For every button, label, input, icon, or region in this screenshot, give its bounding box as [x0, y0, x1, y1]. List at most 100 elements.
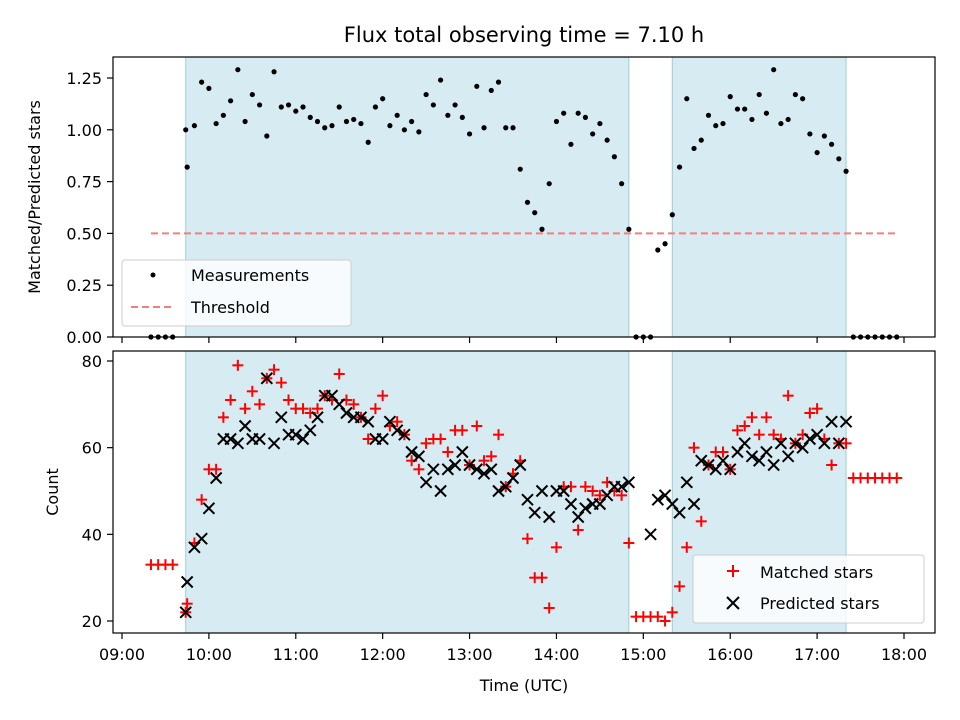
- predicted-star-point: [390, 424, 404, 437]
- measurement-point: [242, 118, 248, 125]
- predicted-star-point: [774, 437, 788, 450]
- bottom-xtick-label: 13:00: [447, 645, 493, 664]
- measurement-point: [539, 226, 545, 232]
- matched-star-point: [768, 429, 780, 441]
- measurement-point: [336, 104, 342, 110]
- measurement-point: [756, 91, 762, 98]
- predicted-star-point: [188, 541, 201, 554]
- predicted-star-point: [477, 467, 491, 480]
- measurement-point: [199, 79, 205, 85]
- measurement-point: [575, 110, 581, 116]
- measurement-point: [662, 241, 668, 247]
- matched-star-point: [225, 394, 237, 406]
- predicted-star-point: [202, 502, 216, 515]
- measurement-point: [423, 91, 429, 98]
- measurement-point: [843, 168, 849, 174]
- top-x-ticks: [121, 337, 905, 343]
- predicted-star-point: [275, 411, 288, 424]
- matched-star-point: [196, 494, 208, 506]
- bottom-xtick-label: 17:00: [794, 645, 840, 664]
- predicted-star-point: [528, 506, 541, 519]
- predicted-star-point: [702, 458, 715, 472]
- measurement-point: [183, 127, 189, 133]
- top-ytick-label: 0.00: [66, 328, 102, 347]
- matched-star-point: [210, 463, 222, 475]
- legend-predicted-marker: [726, 596, 740, 610]
- matched-star-point: [616, 489, 628, 501]
- matched-star-point: [840, 437, 852, 449]
- measurement-point: [213, 120, 219, 127]
- predicted-star-point: [557, 484, 570, 498]
- matched-star-point: [456, 424, 468, 436]
- bottom-xtick-label: 10:00: [186, 645, 232, 664]
- measurement-point: [546, 181, 552, 187]
- predicted-star-point: [383, 415, 397, 428]
- measurement-point: [285, 102, 292, 108]
- measurement-point: [481, 125, 487, 131]
- matched-star-point: [891, 472, 903, 484]
- predicted-star-point: [724, 463, 737, 476]
- predicted-star-point: [687, 497, 701, 511]
- matched-star-point: [493, 429, 505, 441]
- measurement-point: [409, 118, 415, 125]
- measurement-point: [474, 83, 480, 89]
- predicted-star-point: [673, 506, 686, 519]
- measurement-point: [734, 106, 741, 112]
- matched-star-point: [579, 481, 591, 493]
- bottom-ytick-label: 80: [82, 352, 102, 371]
- matched-star-point: [268, 364, 280, 376]
- measurement-point: [814, 149, 820, 156]
- matched-star-point: [811, 403, 823, 415]
- matched-star-point: [239, 403, 251, 415]
- measurement-point: [322, 125, 328, 131]
- measurement-point: [807, 131, 813, 137]
- predicted-star-point: [535, 484, 549, 498]
- bottom-xtick-label: 11:00: [273, 645, 319, 664]
- predicted-star-point: [304, 424, 317, 437]
- top-y-axis-label: Matched/Predicted stars: [25, 100, 44, 294]
- measurement-point: [582, 114, 589, 120]
- measurement-point: [691, 145, 697, 152]
- measurement-point: [684, 96, 690, 102]
- predicted-star-point: [238, 419, 252, 433]
- matched-star-point: [659, 615, 671, 627]
- predicted-star-point: [709, 463, 722, 476]
- predicted-star-point: [405, 445, 418, 459]
- measurement-point: [264, 133, 270, 139]
- measurement-point: [568, 141, 574, 147]
- matched-star-point: [377, 390, 389, 402]
- matched-star-point: [362, 433, 374, 445]
- matched-star-point: [217, 411, 229, 423]
- predicted-star-point: [803, 432, 817, 446]
- matched-star-point: [652, 611, 664, 623]
- measurement-point: [742, 106, 748, 112]
- predicted-star-point: [716, 454, 730, 467]
- predicted-star-point: [818, 437, 831, 450]
- predicted-star-point: [839, 415, 853, 428]
- matched-star-point: [681, 541, 693, 553]
- predicted-star-point: [832, 437, 846, 450]
- measurement-point: [524, 199, 531, 205]
- predicted-star-point: [666, 497, 679, 511]
- matched-star-point: [804, 407, 816, 419]
- legend-measurements-marker: [150, 272, 156, 278]
- measurement-point: [358, 120, 364, 127]
- bottom-panel: 20 40 60 80 09:00 10:00 11:00 12:00 13:00 14:00 1…: [43, 350, 936, 695]
- matched-star-point: [478, 455, 490, 467]
- matched-star-point: [572, 524, 584, 536]
- predicted-star-point: [571, 510, 585, 524]
- matched-star-point: [246, 385, 258, 397]
- predicted-star-point: [506, 471, 520, 485]
- predicted-star-point: [195, 532, 208, 545]
- top-legend-box: [121, 259, 352, 327]
- measurement-point: [466, 131, 473, 137]
- measurement-point: [365, 139, 371, 145]
- bottom-ytick-label: 40: [82, 525, 102, 544]
- predicted-star-point: [179, 606, 192, 619]
- predicted-star-point: [427, 463, 440, 476]
- measurement-point: [459, 114, 465, 120]
- matched-star-point: [782, 390, 794, 402]
- legend-matched-marker: [727, 565, 739, 577]
- predicted-star-point: [492, 484, 505, 498]
- measurement-point: [727, 94, 733, 100]
